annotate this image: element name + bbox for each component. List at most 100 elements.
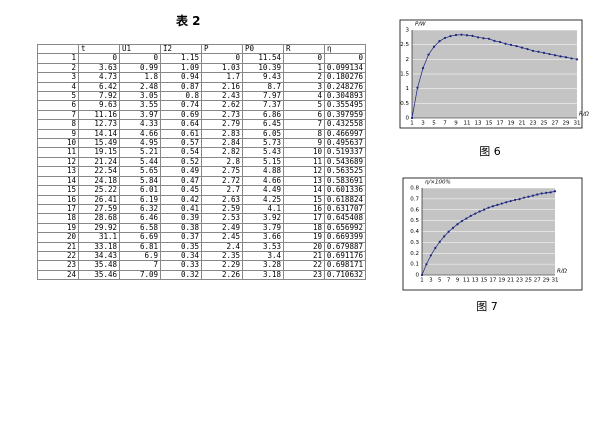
y-tick-label: 0.5 [400,101,409,107]
data-point [410,116,414,120]
data-point [478,210,481,213]
data-point [451,226,455,230]
data-point [549,191,552,194]
x-tick-label: 29 [563,121,570,127]
y-tick-label: 0.6 [410,207,419,213]
table-row: 12 21.24 5.44 0.52 2.8 5.15 11 0.543689 [37,156,366,168]
table-cell: 0.466997 [324,128,366,140]
table-cell: 0.432558 [324,119,366,130]
y-tick-label: 0.3 [410,240,419,246]
table-row: 14 24.18 5.84 0.47 2.72 4.66 13 0.583691 [37,175,366,187]
x-tick-label: 7 [447,278,451,284]
table-cell: 0.691176 [324,250,366,262]
data-point [476,36,480,39]
data-point [482,37,485,40]
table-cell: 0.543689 [324,156,366,168]
y-tick-label: 0.1 [410,262,419,268]
data-point [491,205,495,208]
data-point [438,40,441,43]
x-tick-label: 5 [438,278,442,284]
table-row: 17 27.59 6.32 0.41 2.59 4.1 16 0.631707 [37,203,366,215]
data-point [559,55,562,58]
x-tick-label: 13 [475,121,482,127]
table-row: 10 15.49 4.95 0.57 2.84 5.73 9 0.495637 [37,138,366,149]
x-tick-label: 13 [472,278,479,284]
x-axis-label: R/Ω [579,112,590,118]
x-tick-label: 3 [421,121,425,127]
table-cell: 0.631707 [324,203,366,215]
data-point [514,198,517,201]
table-cell: 0.519337 [324,147,366,158]
x-tick-label: 1 [420,278,424,284]
table-cell: 0.495637 [324,138,366,149]
data-point [425,263,428,266]
table-cell: 0.601336 [324,185,366,196]
x-tick-label: 27 [534,278,541,284]
y-tick-label: 1 [406,86,410,92]
data-point [505,201,508,204]
table-cell: 0.645408 [324,213,366,224]
table-row: 13 22.54 5.65 0.49 2.75 4.88 12 0.563525 [37,166,366,177]
table-cell: 0.180276 [324,72,366,83]
y-tick-label: 2 [406,57,410,63]
table-row: 16 26.41 6.19 0.42 2.63 4.25 15 0.618824 [37,194,366,205]
y-axis-label: η/×100% [425,180,451,186]
data-point [520,46,524,49]
table-row: 2 3.63 0.99 1.09 1.03 10.39 1 0.099134 [37,62,366,74]
data-point [527,195,530,198]
data-point [509,43,513,47]
table-cell: 0.656992 [324,222,366,234]
x-tick-label: 25 [525,278,532,284]
data-point [487,37,491,40]
data-point [460,33,463,36]
table-cell: 0.669399 [324,232,366,243]
x-tick-label: 5 [432,121,436,127]
data-point [449,35,452,38]
x-tick-label: 15 [486,121,493,127]
table-row: 5 7.92 3.05 0.8 2.43 7.97 4 0.304893 [37,91,366,102]
table-row: 18 28.68 6.46 0.39 2.53 3.92 17 0.645408 [37,213,366,224]
data-point [456,223,459,226]
x-tick-label: 11 [464,121,471,127]
data-point [447,230,450,233]
table-cell: 0.397959 [324,109,366,121]
data-point [487,206,490,209]
data-point [496,203,499,206]
data-point [443,235,446,238]
figure-caption: 图 7 [476,300,498,313]
table-row: 11 19.15 5.21 0.54 2.82 5.43 10 0.519337 [37,147,366,158]
data-point [536,193,539,196]
table-row: 3 4.73 1.8 0.94 1.7 9.43 2 0.180276 [37,72,366,83]
y-tick-label: 0.5 [410,218,419,224]
table-row: 4 6.42 2.48 0.87 2.16 8.7 3 0.248276 [37,81,366,93]
table-cell: 0.099134 [324,62,366,74]
y-axis-label: P/W [415,22,426,28]
data-point [522,196,526,199]
table-row: 7 11.16 3.97 0.69 2.73 6.86 6 0.397959 [37,109,366,121]
data-point [545,191,548,194]
data-point [500,202,503,205]
data-point [548,52,551,56]
x-tick-label: 23 [516,278,523,284]
data-point [531,49,535,52]
data-point [531,194,534,197]
data-point [570,57,573,60]
data-point [474,212,477,215]
data-point [498,40,502,44]
x-tick-label: 21 [507,278,514,284]
table-cell: 0.563525 [324,166,366,177]
data-point [434,246,437,250]
data-point [540,192,543,195]
data-point [542,51,546,54]
data-point [432,45,436,48]
y-tick-label: 0.7 [410,196,419,202]
data-point [420,273,424,277]
data-point [493,39,496,42]
x-tick-label: 25 [541,121,548,127]
data-point [438,240,441,243]
x-tick-label: 11 [463,278,470,284]
y-tick-label: 0.4 [410,229,419,235]
y-tick-label: 0.8 [410,186,419,192]
